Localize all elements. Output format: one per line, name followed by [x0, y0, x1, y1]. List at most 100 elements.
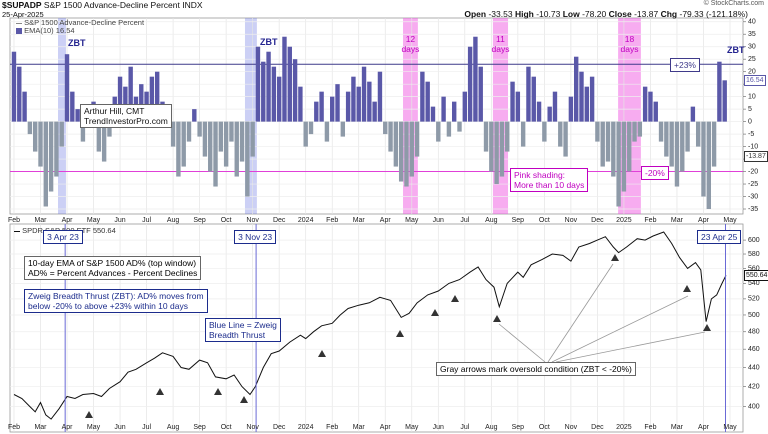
quote-label: High	[514, 9, 534, 19]
zbt-date-label: 3 Apr 23	[43, 230, 83, 244]
bar	[340, 121, 346, 137]
bar	[605, 121, 611, 162]
bar	[266, 51, 271, 122]
bar	[330, 96, 335, 122]
bar	[54, 121, 59, 177]
bar	[38, 121, 43, 167]
x-tick-label: Aug	[485, 424, 498, 431]
bar	[276, 76, 282, 122]
y-tick-label: 600	[748, 237, 760, 244]
price-line	[13, 231, 727, 420]
bar	[154, 71, 160, 122]
bar	[351, 76, 356, 122]
legend-title: S&P 1500 Advance-Decline Percent	[16, 18, 144, 28]
bar	[616, 121, 621, 207]
bar	[430, 106, 436, 122]
date: 25-Apr-2025	[2, 10, 44, 19]
x-tick-label: Feb	[8, 217, 20, 224]
bar	[218, 121, 224, 152]
x-tick-label: Apr	[380, 217, 392, 224]
bar	[621, 121, 627, 192]
y-tick-label: 420	[748, 383, 760, 390]
y-tick-label: 560	[748, 265, 760, 272]
bar	[690, 106, 696, 122]
x-tick-label: Mar	[671, 424, 684, 431]
x-tick-label: Jun	[114, 424, 125, 431]
note-line: Arthur Hill, CMT	[84, 106, 145, 116]
note-line: Pink shading:	[514, 170, 566, 180]
bar	[658, 121, 664, 142]
bar	[563, 121, 568, 157]
note-line: below -20% to above +23% within 10 days	[28, 301, 188, 311]
bar	[568, 96, 574, 122]
bar	[70, 91, 75, 122]
bar	[372, 101, 377, 122]
x-tick-label: May	[87, 424, 101, 431]
quote-value: -10.73	[536, 9, 561, 19]
x-tick-label: Oct	[539, 217, 550, 224]
shading-label-line: days	[491, 44, 510, 54]
note: Pink shading: More than 10 days	[510, 168, 589, 192]
bar	[632, 121, 637, 142]
y-tick-label: 480	[748, 329, 760, 336]
bar	[335, 84, 340, 122]
bar	[531, 76, 536, 122]
note-line: Zweig Breadth Thrust (ZBT): AD% moves fr…	[28, 291, 204, 301]
x-tick-label: Mar	[671, 217, 684, 224]
x-tick-label: Sep	[193, 217, 206, 224]
x-tick-label: Oct	[539, 424, 550, 431]
x-tick-label: Mar	[34, 217, 47, 224]
zbt-date-label: 23 Apr 25	[697, 230, 742, 244]
x-tick-label: Apr	[698, 217, 710, 224]
bar	[139, 84, 144, 122]
bar	[75, 109, 80, 122]
bar	[420, 71, 425, 122]
note-line: TrendInvestorPro.com	[84, 116, 168, 126]
legend-label: EMA(10)	[24, 26, 54, 35]
bar	[107, 121, 112, 137]
x-tick-label: Feb	[8, 424, 20, 431]
pointer-lines	[498, 263, 706, 363]
bar	[345, 91, 351, 122]
note-line: Breadth Thrust	[209, 330, 266, 340]
bar	[414, 121, 420, 157]
bar	[393, 121, 399, 167]
x-tick-label: 2025	[616, 424, 632, 431]
bar	[483, 121, 489, 152]
bar	[255, 46, 261, 122]
note: Zweig Breadth Thrust (ZBT): AD% moves fr…	[24, 289, 208, 313]
bar	[515, 91, 521, 122]
x-tick-label: Feb	[644, 424, 656, 431]
x-tick-label: Jun	[114, 217, 125, 224]
bar	[361, 66, 367, 122]
bar	[43, 121, 49, 207]
shading	[244, 18, 257, 214]
x-tick-label: Jul	[142, 217, 151, 224]
y-tick-label: -30	[748, 193, 758, 200]
x-tick-label: Dec	[273, 217, 286, 224]
bar	[208, 121, 213, 172]
note-line: 10-day EMA of S&P 1500 AD% (top window)	[28, 258, 197, 268]
bar	[674, 121, 680, 187]
y-tick-label: 20	[748, 69, 756, 76]
note: 10-day EMA of S&P 1500 AD% (top window) A…	[24, 256, 202, 280]
bar	[245, 121, 250, 197]
bar	[59, 121, 64, 147]
bar	[367, 81, 372, 122]
bar	[314, 101, 319, 122]
y-tick-label: -35	[748, 206, 758, 213]
shading-label-line: 11	[496, 34, 505, 44]
annotation: ZBT	[68, 38, 86, 48]
bar	[282, 36, 287, 122]
x-tick-label: Feb	[644, 217, 656, 224]
shading-label: 18 days	[614, 34, 644, 54]
bar	[398, 121, 404, 182]
x-tick-label: Dec	[273, 424, 286, 431]
value-tag: 550.64	[744, 270, 768, 282]
shading-label-line: 12	[405, 34, 416, 44]
y-tick-label: 460	[748, 346, 760, 353]
bar	[117, 76, 123, 122]
bar	[473, 36, 478, 122]
